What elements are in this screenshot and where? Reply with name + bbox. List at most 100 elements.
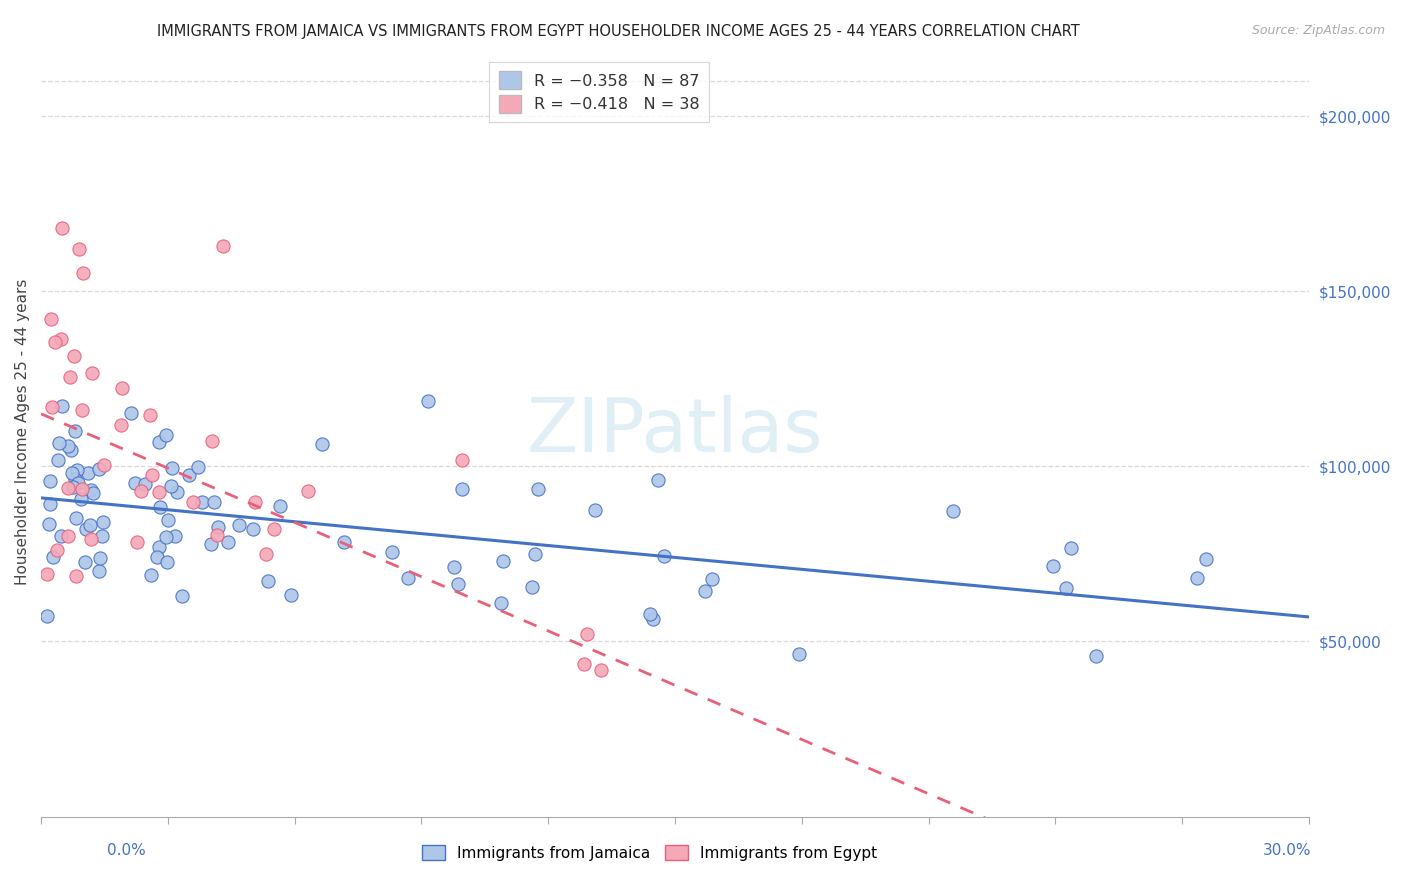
Point <box>787 647 810 661</box>
Point <box>120 406 142 420</box>
Text: 0.0%: 0.0% <box>107 843 146 858</box>
Point <box>583 502 606 516</box>
Point <box>82 486 104 500</box>
Point <box>51 221 73 235</box>
Point <box>44 334 66 349</box>
Point <box>155 530 177 544</box>
Point <box>297 484 319 499</box>
Point <box>1054 581 1077 595</box>
Point <box>62 480 84 494</box>
Point <box>520 580 543 594</box>
Point <box>79 518 101 533</box>
Point <box>148 485 170 500</box>
Point <box>46 543 69 558</box>
Point <box>148 435 170 450</box>
Point <box>491 596 513 610</box>
Point <box>89 565 111 579</box>
Point <box>524 547 547 561</box>
Point <box>263 522 285 536</box>
Point <box>65 511 87 525</box>
Point <box>211 239 233 253</box>
Point <box>60 466 83 480</box>
Point <box>66 475 89 490</box>
Point <box>1042 558 1064 573</box>
Point <box>46 453 69 467</box>
Point <box>641 612 664 626</box>
Point <box>125 535 148 549</box>
Point <box>527 482 550 496</box>
Point <box>156 555 179 569</box>
Point <box>162 460 184 475</box>
Point <box>124 476 146 491</box>
Point <box>1085 649 1108 664</box>
Point <box>80 532 103 546</box>
Point <box>1187 571 1209 585</box>
Point <box>166 485 188 500</box>
Point <box>63 349 86 363</box>
Point <box>58 370 80 384</box>
Point <box>450 452 472 467</box>
Point <box>451 482 474 496</box>
Point <box>228 518 250 533</box>
Point <box>41 401 63 415</box>
Point <box>205 527 228 541</box>
Point <box>1195 552 1218 566</box>
Point <box>155 427 177 442</box>
Point <box>165 529 187 543</box>
Point <box>70 482 93 496</box>
Point <box>42 549 65 564</box>
Text: 30.0%: 30.0% <box>1264 843 1312 858</box>
Point <box>647 473 669 487</box>
Point <box>257 574 280 588</box>
Point <box>91 515 114 529</box>
Point <box>82 366 104 380</box>
Point <box>145 549 167 564</box>
Point <box>89 462 111 476</box>
Point <box>638 607 661 622</box>
Point <box>56 529 79 543</box>
Point <box>60 442 83 457</box>
Point <box>139 568 162 582</box>
Point <box>77 466 100 480</box>
Point <box>396 571 419 585</box>
Point <box>170 589 193 603</box>
Text: IMMIGRANTS FROM JAMAICA VS IMMIGRANTS FROM EGYPT HOUSEHOLDER INCOME AGES 25 - 44: IMMIGRANTS FROM JAMAICA VS IMMIGRANTS FR… <box>157 24 1080 39</box>
Point <box>200 537 222 551</box>
Point <box>333 535 356 549</box>
Point <box>179 467 201 482</box>
Point <box>148 540 170 554</box>
Text: ZIPatlas: ZIPatlas <box>527 395 823 468</box>
Point <box>93 458 115 472</box>
Point <box>66 463 89 477</box>
Point <box>89 550 111 565</box>
Point <box>190 495 212 509</box>
Point <box>200 434 222 449</box>
Point <box>70 491 93 506</box>
Point <box>48 436 70 450</box>
Point <box>51 332 73 346</box>
Point <box>65 569 87 583</box>
Point <box>187 460 209 475</box>
Point <box>35 608 58 623</box>
Point <box>56 481 79 495</box>
Point <box>67 242 90 256</box>
Point <box>139 408 162 422</box>
Point <box>73 555 96 569</box>
Point <box>447 577 470 591</box>
Point <box>1060 541 1083 555</box>
Point <box>242 522 264 536</box>
Point <box>72 403 94 417</box>
Point <box>129 483 152 498</box>
Point <box>80 483 103 498</box>
Point <box>110 417 132 432</box>
Point <box>63 472 86 486</box>
Point <box>51 529 73 543</box>
Point <box>280 589 302 603</box>
Point <box>75 522 97 536</box>
Point <box>576 627 599 641</box>
Point <box>443 559 465 574</box>
Point <box>38 498 60 512</box>
Legend: R = −0.358   N = 87, R = −0.418   N = 38: R = −0.358 N = 87, R = −0.418 N = 38 <box>489 62 709 122</box>
Point <box>269 499 291 513</box>
Point <box>51 399 73 413</box>
